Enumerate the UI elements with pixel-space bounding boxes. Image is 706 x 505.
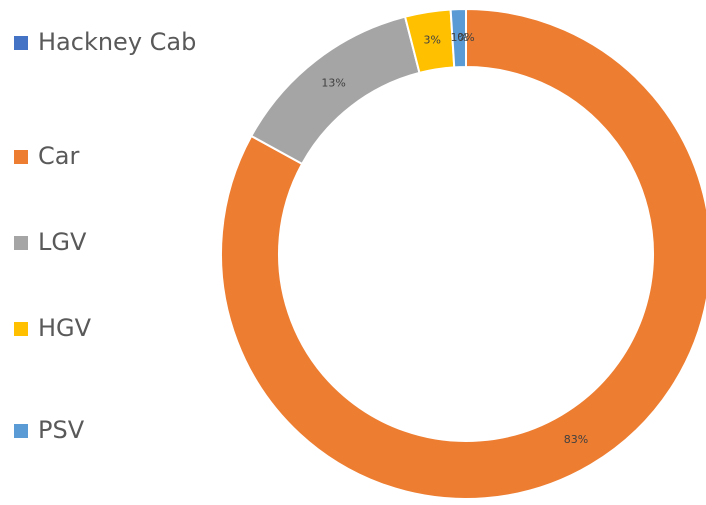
slice bbox=[449, 7, 467, 69]
legend-swatch bbox=[14, 150, 28, 164]
legend-swatch bbox=[14, 322, 28, 336]
slice bbox=[249, 15, 421, 166]
legend-swatch bbox=[14, 36, 28, 50]
slice bbox=[220, 7, 706, 500]
value-label: 13% bbox=[321, 76, 345, 89]
value-label: 1% bbox=[450, 31, 467, 44]
value-label: 3% bbox=[423, 34, 440, 47]
legend-label: PSV bbox=[38, 416, 85, 444]
legend-label: Car bbox=[38, 142, 79, 170]
value-label: 0% bbox=[457, 31, 474, 44]
value-label: 83% bbox=[564, 433, 588, 446]
legend-label: HGV bbox=[38, 314, 92, 342]
legend-swatch bbox=[14, 236, 28, 250]
legend-label: Hackney Cab bbox=[38, 28, 196, 56]
legend-swatch bbox=[14, 424, 28, 438]
legend-label: LGV bbox=[38, 228, 87, 256]
